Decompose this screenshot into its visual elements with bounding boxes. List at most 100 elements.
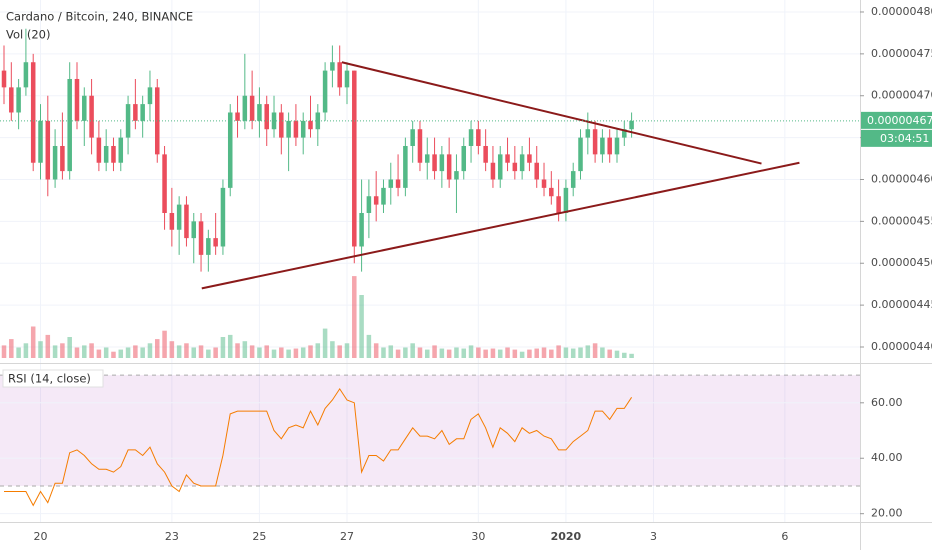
volume-bar	[468, 345, 474, 358]
volume-bar	[461, 348, 467, 358]
candle-body	[227, 112, 233, 188]
candle-body	[45, 120, 51, 180]
candle-body	[388, 179, 394, 188]
y-tick-label: 0.00000475	[871, 47, 932, 60]
volume-bar	[206, 349, 211, 358]
volume-bar	[403, 347, 408, 358]
volume-bar	[118, 349, 124, 358]
volume-bar	[30, 326, 36, 358]
candle-body	[425, 154, 430, 163]
countdown-box	[861, 129, 932, 147]
candle-body	[38, 120, 43, 163]
volume-bar	[541, 347, 547, 358]
volume-bar	[373, 343, 379, 358]
candle-body	[154, 87, 160, 155]
candle-body	[505, 154, 510, 163]
candle-body	[60, 145, 65, 172]
candle-body	[534, 162, 539, 180]
x-tick-label: 20	[34, 530, 48, 543]
candle-body	[111, 145, 116, 163]
candle-body	[607, 137, 612, 155]
candle-body	[169, 212, 175, 230]
candle-body	[461, 145, 467, 172]
x-tick-label: 2020	[551, 530, 582, 543]
volume-bar	[337, 345, 342, 358]
candle-body	[235, 112, 240, 121]
volume-bar	[257, 347, 262, 358]
candle-body	[527, 154, 532, 163]
volume-bar	[125, 347, 131, 358]
candle-body	[454, 171, 459, 180]
volume-bar	[505, 347, 510, 358]
volume-bar	[271, 349, 277, 358]
candle-body	[352, 70, 357, 247]
candle-body	[30, 62, 36, 163]
candle-body	[512, 162, 518, 172]
candle-body	[308, 120, 313, 130]
candle-body	[337, 62, 342, 88]
candle-body	[330, 62, 335, 71]
candle-body	[162, 154, 167, 213]
volume-bar	[176, 345, 182, 358]
candle-body	[541, 179, 547, 188]
candle-body	[322, 70, 328, 113]
candle-body	[198, 221, 204, 255]
volume-bar	[82, 345, 87, 358]
candle-body	[140, 104, 145, 121]
candle-body	[622, 129, 627, 138]
volume-bar	[439, 348, 445, 358]
volume-bar	[446, 349, 452, 358]
candle-body	[74, 78, 80, 121]
candle-body	[220, 187, 226, 247]
trendline	[201, 161, 800, 290]
volume-bar	[300, 347, 306, 358]
candle-body	[570, 171, 576, 188]
volume-bar	[96, 349, 102, 358]
volume-bar	[476, 347, 481, 358]
y-tick-label: 0.00000450	[871, 256, 932, 269]
candle-body	[213, 238, 218, 247]
y-tick-label: 0.00000470	[871, 89, 932, 102]
volume-bar	[264, 345, 269, 358]
volume-bar	[432, 345, 437, 358]
volume-bar	[242, 341, 248, 358]
volume-label: Vol (20)	[6, 28, 50, 42]
chart-title: Cardano / Bitcoin, 240, BINANCE	[6, 10, 193, 24]
candle-body	[403, 145, 408, 188]
candle-body	[125, 104, 131, 138]
volume-bar	[534, 348, 539, 358]
x-tick-label: 3	[650, 530, 657, 543]
candle-body	[366, 196, 372, 213]
candle-body	[410, 129, 415, 146]
rsi-band	[0, 375, 860, 486]
volume-bar	[359, 295, 364, 358]
candle-body	[315, 112, 321, 130]
x-tick-label: 23	[165, 530, 179, 543]
volume-bar	[45, 334, 51, 358]
last-price-label: 0.00000467	[867, 114, 932, 127]
candle-body	[52, 145, 58, 180]
volume-bar	[395, 349, 401, 358]
volume-bar	[585, 345, 591, 358]
last-price-box	[861, 111, 932, 129]
candle-body	[556, 196, 561, 213]
x-tick-label: 25	[252, 530, 266, 543]
volume-bar	[344, 343, 350, 358]
candle-body	[490, 162, 496, 180]
volume-bar	[454, 347, 459, 358]
volume-bar	[497, 349, 503, 358]
volume-bar	[198, 345, 204, 358]
volume-bar	[213, 347, 218, 358]
candle-body	[96, 137, 102, 163]
y-tick-label: 0.00000460	[871, 172, 932, 185]
volume-bar	[74, 347, 80, 358]
candle-body	[133, 104, 138, 121]
candle-body	[563, 187, 569, 213]
candle-body	[147, 87, 153, 105]
candle-body	[578, 137, 583, 172]
volume-bar	[67, 337, 72, 358]
volume-bar	[563, 347, 569, 358]
volume-bar	[607, 349, 612, 358]
candle-body	[249, 95, 255, 121]
candle-body	[519, 154, 525, 172]
